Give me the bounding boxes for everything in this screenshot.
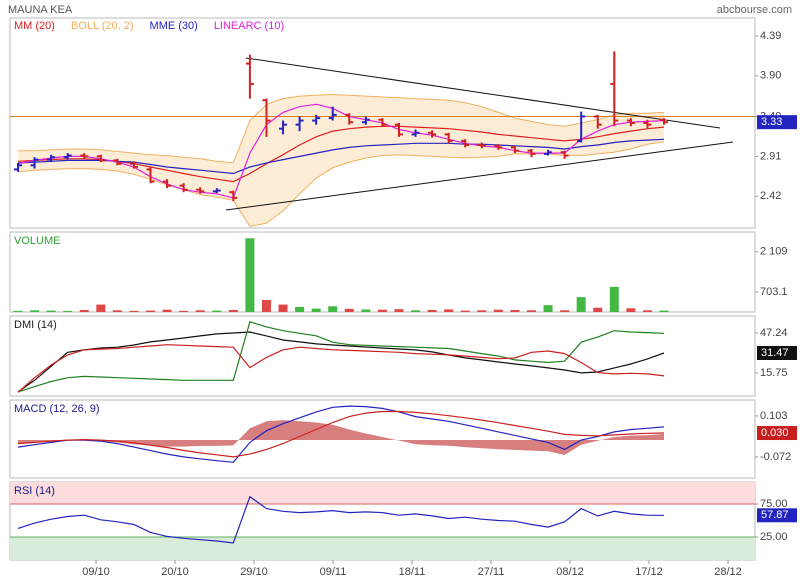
y-tick-label: 0.103 [760,410,788,422]
volume-bar [510,310,520,312]
series-line [17,138,665,175]
volume-bar [162,309,172,312]
volume-bar [13,310,23,312]
volume-bar [659,310,669,312]
volume-bar [394,309,404,312]
series-line [17,125,665,183]
volume-bar [626,308,636,312]
source: abcbourse.com [717,4,792,16]
volume-bar [96,304,106,312]
current-value: 3.33 [761,116,782,128]
y-tick-label: 25.00 [760,531,788,543]
volume-bar [146,310,156,312]
y-tick-label: 703.1 [760,286,788,298]
volume-bar [344,308,354,312]
y-tick-label: 2.91 [760,150,781,162]
y-tick-label: -0.072 [760,451,791,463]
trend-line [225,141,734,211]
volume-bar [593,307,603,312]
volume-bar [245,238,255,312]
legend-entry: MM (20) [14,20,55,32]
boll-upper [18,93,665,164]
current-value: 31.47 [761,347,789,359]
volume-bar [129,310,139,312]
volume-bar [195,310,205,312]
volume-bar [46,310,56,312]
volume-bar [179,310,189,312]
volume-bar [576,297,586,312]
current-value: 0.030 [761,427,789,439]
panel-title: RSI (14) [14,485,55,497]
volume-bar [642,310,652,312]
x-tick-label: 08/12 [556,566,584,578]
x-tick-label: 09/10 [82,566,110,578]
legend-entry: LINEARC (10) [214,20,284,32]
series-line [17,344,665,393]
x-tick-label: 20/10 [161,566,189,578]
x-tick-label: 28/12 [714,566,742,578]
volume-bar [228,310,238,312]
volume-bar [361,309,371,312]
y-tick-label: 4.39 [760,30,781,42]
panel-title: DMI (14) [14,319,57,331]
volume-bar [411,310,421,312]
volume-bar [493,309,503,312]
panel-frame [9,231,756,313]
volume-bar [609,286,619,312]
y-tick-label: 3.90 [760,70,781,82]
x-tick-label: 29/10 [240,566,268,578]
y-tick-label: 75.00 [760,498,788,510]
series-line [17,410,665,458]
current-value-box [757,115,797,130]
current-value-box [757,508,797,523]
volume-bar [212,310,222,312]
volume-bar [63,310,73,312]
volume-bar [30,310,40,312]
series-line [17,103,665,199]
boll-band [18,94,664,227]
legend-entry: MME (30) [150,20,198,32]
series-line [17,405,665,463]
volume-bar [526,310,536,312]
volume-bar [79,310,89,312]
series-line [17,321,665,393]
volume-bar [427,310,437,312]
volume-bar [377,309,387,312]
volume-bar [560,310,570,312]
volume-bar [311,308,321,312]
volume-bar [543,305,553,312]
x-tick-label: 18/11 [399,566,426,578]
panel-title: VOLUME [14,235,60,247]
volume-bar [477,310,487,312]
x-tick-label: 17/12 [635,566,663,578]
y-tick-label: 47.24 [760,327,788,339]
boll-lower [17,141,665,227]
volume-bar [112,310,122,312]
current-value-box [757,345,797,360]
stock-name: MAUNA KEA [8,4,73,16]
series-line [17,331,665,393]
volume-bar [460,310,470,312]
legend-entry: BOLL (20, 2) [71,20,134,32]
panel-frame [9,315,756,397]
volume-bar [295,306,305,312]
volume-bar [328,306,338,312]
panel-title: MACD (12, 26, 9) [14,403,100,415]
x-tick-label: 09/11 [320,566,347,578]
volume-bar [444,309,454,312]
y-tick-label: 2.42 [760,190,781,202]
y-tick-label: 2 109 [760,246,788,258]
current-value-box [757,426,797,441]
macd-histogram [18,420,664,455]
oversold-zone [10,537,755,560]
current-value: 57.87 [761,509,789,521]
trend-line [245,57,721,129]
x-tick-label: 27/11 [478,566,505,578]
overbought-zone [10,482,755,504]
y-tick-label: 15.75 [760,367,788,379]
volume-bar [261,300,271,312]
series-line [17,495,665,544]
volume-bar [278,304,288,312]
